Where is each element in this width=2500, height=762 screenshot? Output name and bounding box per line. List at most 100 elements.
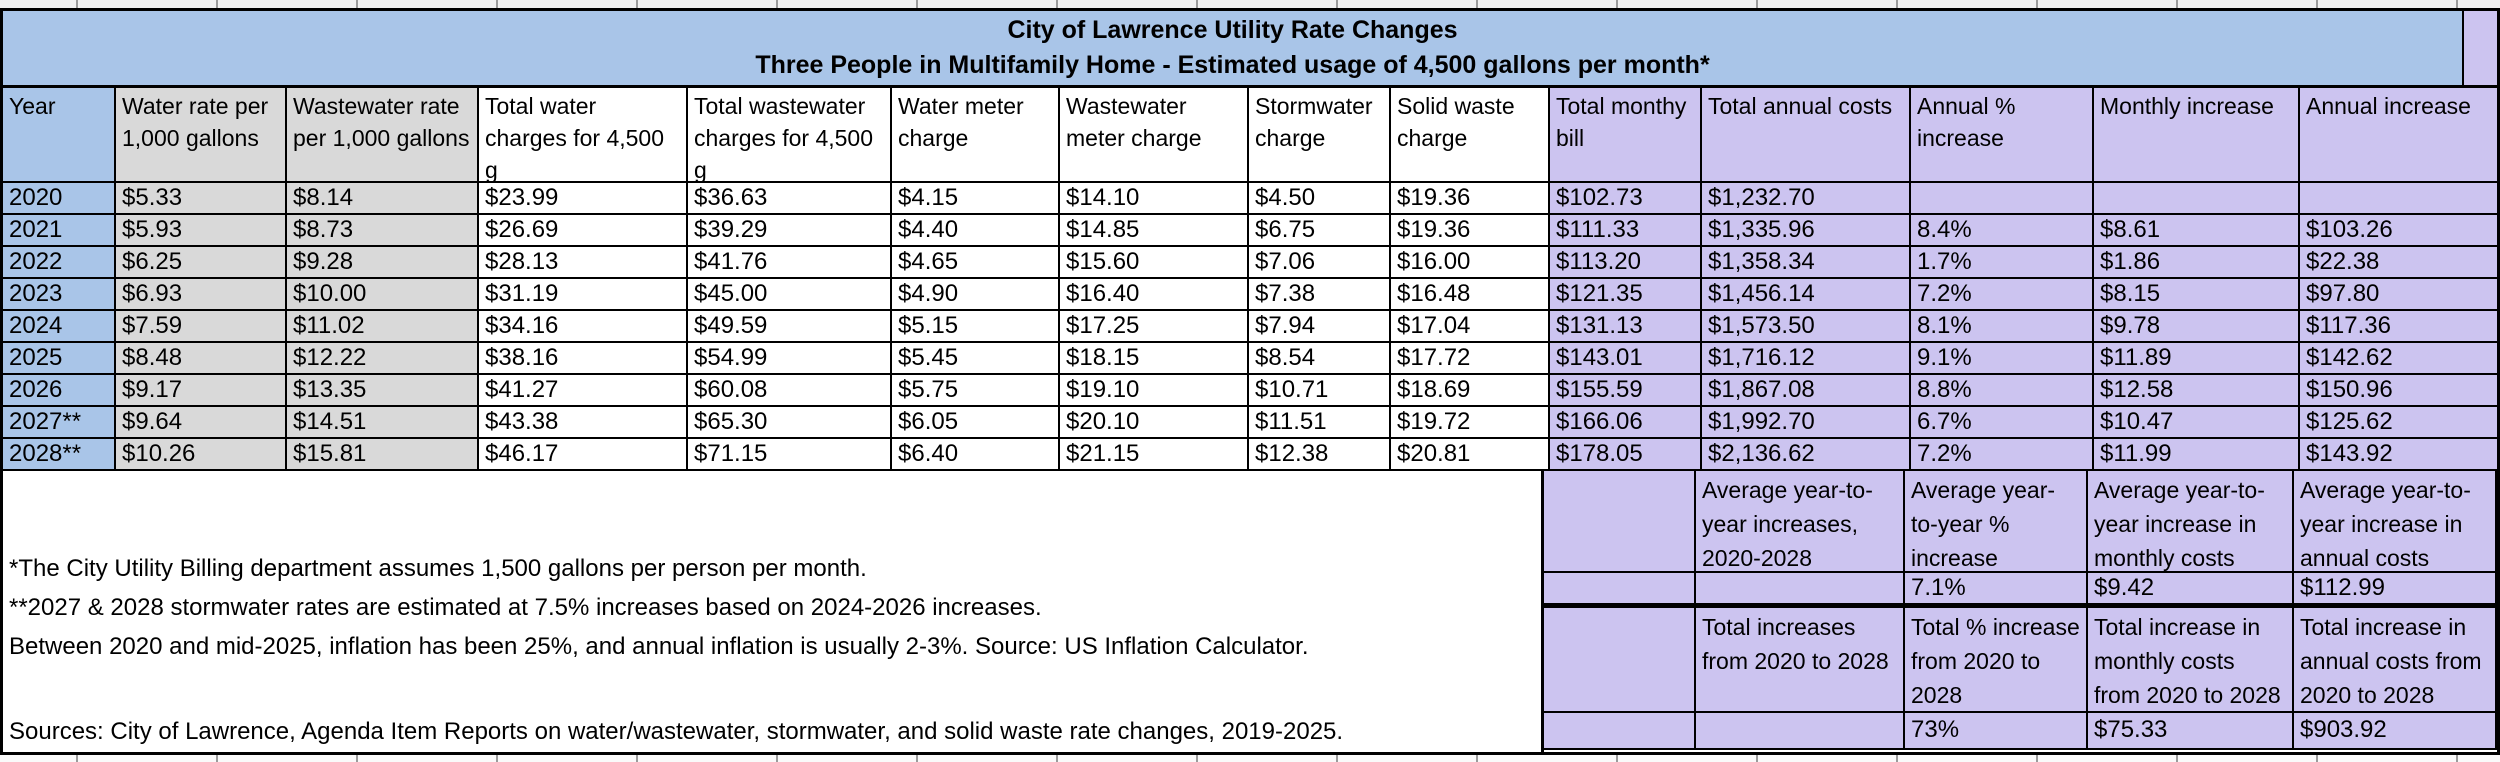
- value-cell[interactable]: $5.93: [116, 215, 287, 247]
- value-cell[interactable]: $97.80: [2300, 279, 2497, 311]
- value-cell[interactable]: $12.58: [2094, 375, 2300, 407]
- value-cell[interactable]: $17.04: [1391, 311, 1550, 343]
- value-cell[interactable]: $142.62: [2300, 343, 2497, 375]
- summary-empty-cell[interactable]: [1544, 471, 1696, 573]
- value-cell[interactable]: $12.22: [287, 343, 479, 375]
- value-cell[interactable]: $5.75: [892, 375, 1060, 407]
- value-cell[interactable]: $8.48: [116, 343, 287, 375]
- year-cell[interactable]: 2021: [3, 215, 116, 247]
- value-cell[interactable]: $102.73: [1550, 183, 1702, 215]
- value-cell[interactable]: $4.50: [1249, 183, 1391, 215]
- value-cell[interactable]: $7.38: [1249, 279, 1391, 311]
- value-cell[interactable]: $1.86: [2094, 247, 2300, 279]
- value-cell[interactable]: $14.51: [287, 407, 479, 439]
- summary-value-cell[interactable]: 73%: [1905, 713, 2088, 750]
- value-cell[interactable]: [1911, 183, 2094, 215]
- value-cell[interactable]: $155.59: [1550, 375, 1702, 407]
- summary-value-cell[interactable]: $903.92: [2294, 713, 2497, 750]
- value-cell[interactable]: $10.26: [116, 439, 287, 471]
- value-cell[interactable]: $11.99: [2094, 439, 2300, 471]
- value-cell[interactable]: $20.10: [1060, 407, 1249, 439]
- summary-label-cell[interactable]: Average year-to-year increase in annual …: [2294, 471, 2497, 573]
- year-cell[interactable]: 2020: [3, 183, 116, 215]
- value-cell[interactable]: $14.85: [1060, 215, 1249, 247]
- value-cell[interactable]: $7.94: [1249, 311, 1391, 343]
- value-cell[interactable]: 8.8%: [1911, 375, 2094, 407]
- column-header[interactable]: Stormwater charge: [1249, 88, 1391, 183]
- value-cell[interactable]: $10.00: [287, 279, 479, 311]
- value-cell[interactable]: $39.29: [688, 215, 892, 247]
- value-cell[interactable]: $14.10: [1060, 183, 1249, 215]
- column-header[interactable]: Total wastewater charges for 4,500 g: [688, 88, 892, 183]
- summary-label-cell[interactable]: Total increase in monthly costs from 202…: [2088, 605, 2294, 713]
- value-cell[interactable]: $5.33: [116, 183, 287, 215]
- value-cell[interactable]: $5.15: [892, 311, 1060, 343]
- value-cell[interactable]: $46.17: [479, 439, 688, 471]
- value-cell[interactable]: $11.02: [287, 311, 479, 343]
- value-cell[interactable]: 6.7%: [1911, 407, 2094, 439]
- year-cell[interactable]: 2028**: [3, 439, 116, 471]
- value-cell[interactable]: $41.76: [688, 247, 892, 279]
- value-cell[interactable]: $2,136.62: [1702, 439, 1911, 471]
- value-cell[interactable]: $15.60: [1060, 247, 1249, 279]
- column-header[interactable]: Total water charges for 4,500 g: [479, 88, 688, 183]
- value-cell[interactable]: $8.61: [2094, 215, 2300, 247]
- summary-empty-cell[interactable]: [1544, 605, 1696, 713]
- value-cell[interactable]: 8.4%: [1911, 215, 2094, 247]
- value-cell[interactable]: $103.26: [2300, 215, 2497, 247]
- value-cell[interactable]: $6.93: [116, 279, 287, 311]
- summary-empty-cell[interactable]: [1696, 713, 1905, 750]
- column-header[interactable]: Annual increase: [2300, 88, 2497, 183]
- value-cell[interactable]: $1,335.96: [1702, 215, 1911, 247]
- summary-empty-cell[interactable]: [1544, 573, 1696, 605]
- value-cell[interactable]: $20.81: [1391, 439, 1550, 471]
- year-cell[interactable]: 2023: [3, 279, 116, 311]
- year-cell[interactable]: 2027**: [3, 407, 116, 439]
- value-cell[interactable]: $18.15: [1060, 343, 1249, 375]
- value-cell[interactable]: $166.06: [1550, 407, 1702, 439]
- summary-label-cell[interactable]: Average year-to-year % increase: [1905, 471, 2088, 573]
- value-cell[interactable]: $121.35: [1550, 279, 1702, 311]
- value-cell[interactable]: $131.13: [1550, 311, 1702, 343]
- value-cell[interactable]: $143.92: [2300, 439, 2497, 471]
- value-cell[interactable]: $8.14: [287, 183, 479, 215]
- value-cell[interactable]: $143.01: [1550, 343, 1702, 375]
- value-cell[interactable]: $22.38: [2300, 247, 2497, 279]
- summary-empty-cell[interactable]: [1544, 713, 1696, 750]
- value-cell[interactable]: $125.62: [2300, 407, 2497, 439]
- value-cell[interactable]: $19.10: [1060, 375, 1249, 407]
- value-cell[interactable]: [2300, 183, 2497, 215]
- value-cell[interactable]: $26.69: [479, 215, 688, 247]
- value-cell[interactable]: 8.1%: [1911, 311, 2094, 343]
- value-cell[interactable]: $150.96: [2300, 375, 2497, 407]
- value-cell[interactable]: $9.28: [287, 247, 479, 279]
- summary-value-cell[interactable]: 7.1%: [1905, 573, 2088, 605]
- value-cell[interactable]: $1,358.34: [1702, 247, 1911, 279]
- title-merged-cell[interactable]: City of Lawrence Utility Rate Changes Th…: [3, 11, 2462, 85]
- value-cell[interactable]: $8.73: [287, 215, 479, 247]
- value-cell[interactable]: $6.75: [1249, 215, 1391, 247]
- value-cell[interactable]: $4.90: [892, 279, 1060, 311]
- summary-value-cell[interactable]: $9.42: [2088, 573, 2294, 605]
- summary-label-cell[interactable]: Total increase in annual costs from 2020…: [2294, 605, 2497, 713]
- value-cell[interactable]: $8.54: [1249, 343, 1391, 375]
- column-header[interactable]: Year: [3, 88, 116, 183]
- value-cell[interactable]: $13.35: [287, 375, 479, 407]
- value-cell[interactable]: $19.72: [1391, 407, 1550, 439]
- value-cell[interactable]: 1.7%: [1911, 247, 2094, 279]
- value-cell[interactable]: $8.15: [2094, 279, 2300, 311]
- value-cell[interactable]: $41.27: [479, 375, 688, 407]
- value-cell[interactable]: $111.33: [1550, 215, 1702, 247]
- value-cell[interactable]: $31.19: [479, 279, 688, 311]
- value-cell[interactable]: $1,456.14: [1702, 279, 1911, 311]
- value-cell[interactable]: $9.17: [116, 375, 287, 407]
- year-cell[interactable]: 2026: [3, 375, 116, 407]
- column-header[interactable]: Water meter charge: [892, 88, 1060, 183]
- year-cell[interactable]: 2024: [3, 311, 116, 343]
- column-header[interactable]: Wastewater meter charge: [1060, 88, 1249, 183]
- value-cell[interactable]: $28.13: [479, 247, 688, 279]
- value-cell[interactable]: $5.45: [892, 343, 1060, 375]
- value-cell[interactable]: $17.25: [1060, 311, 1249, 343]
- value-cell[interactable]: $38.16: [479, 343, 688, 375]
- value-cell[interactable]: $4.65: [892, 247, 1060, 279]
